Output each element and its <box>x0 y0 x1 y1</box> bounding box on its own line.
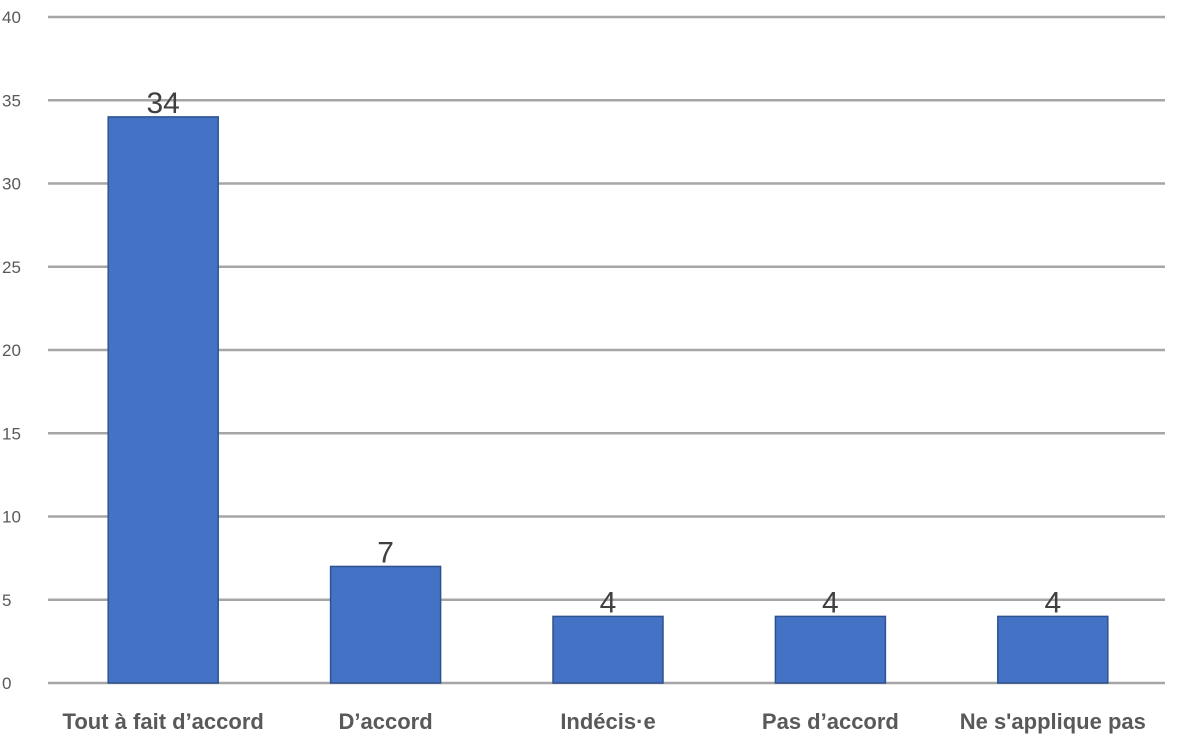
x-tick-label-0: Tout à fait d’accord <box>63 709 264 734</box>
x-axis-ticks: Tout à fait d’accord D’accord Indécis·e Pas… <box>63 709 1146 734</box>
bar-1 <box>329 565 442 684</box>
bar-2 <box>552 615 664 684</box>
x-tick-label-3: Pas d’accord <box>762 709 899 734</box>
y-tick-label-10: 10 <box>2 508 21 527</box>
y-tick-label-20: 20 <box>2 341 21 360</box>
y-tick-label-40: 40 <box>2 8 21 27</box>
x-tick-label-2: Indécis·e <box>560 709 655 734</box>
data-label-3: 4 <box>822 586 839 619</box>
bar-4 <box>997 615 1109 684</box>
data-label-2: 4 <box>600 586 617 619</box>
y-tick-label-30: 30 <box>2 175 21 194</box>
data-label-4: 4 <box>1044 586 1061 619</box>
x-tick-label-1: D’accord <box>339 709 433 734</box>
data-labels: 34 7 4 4 4 <box>147 87 1062 620</box>
y-tick-label-35: 35 <box>2 91 21 110</box>
bar-0 <box>107 116 219 684</box>
x-tick-label-4: Ne s'applique pas <box>960 709 1146 734</box>
y-tick-label-5: 5 <box>2 591 11 610</box>
bar-3 <box>774 615 887 684</box>
y-axis-ticks: 0 5 10 15 20 25 30 35 40 <box>2 8 21 693</box>
bars <box>107 116 1109 684</box>
y-tick-label-0: 0 <box>2 674 11 693</box>
data-label-0: 34 <box>147 87 180 120</box>
data-label-1: 7 <box>377 536 394 569</box>
gridlines <box>48 15 1165 685</box>
y-tick-label-15: 15 <box>2 424 21 443</box>
y-tick-label-25: 25 <box>2 258 21 277</box>
